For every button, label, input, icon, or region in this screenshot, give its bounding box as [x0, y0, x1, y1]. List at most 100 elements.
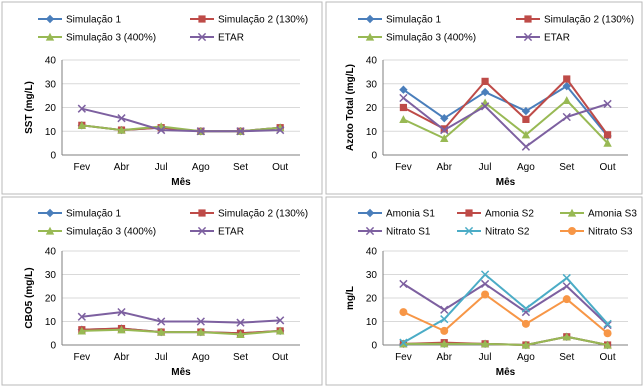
series-line [81, 107, 281, 133]
x-tick-label: Ago [517, 162, 535, 173]
data-point [276, 316, 285, 325]
chart-panel-3: Simulação 1 Simulação 2 (130%) Simulação 3… [1, 196, 323, 386]
x-marker-stroke [480, 102, 490, 111]
data-point [117, 307, 126, 317]
legend-label: ETAR [218, 33, 244, 44]
chart-panel-2: Simulação 1 Simulação 2 (130%) Simulação 3… [325, 1, 643, 195]
legend-item: Amonia S3 [560, 209, 637, 220]
y-tick-label: 10 [45, 317, 57, 328]
data-point [562, 282, 571, 291]
x-marker-stroke [521, 307, 531, 317]
data-point [77, 121, 87, 129]
data-point [440, 113, 449, 123]
legend-label: Simulação 1 [66, 15, 121, 26]
data-point [275, 326, 285, 335]
series-line [402, 282, 609, 326]
x-marker-stroke [197, 226, 207, 236]
data-point [562, 332, 571, 341]
legend-marker [198, 209, 206, 217]
series-line [402, 273, 609, 344]
legend-marker [567, 208, 577, 217]
y-tick-label: 0 [50, 341, 56, 352]
data-point [157, 125, 166, 135]
y-axis-title: SST (mg/L) [24, 81, 35, 134]
y-axis-title: mg/L [345, 286, 356, 310]
x-marker-stroke [77, 312, 86, 321]
x-marker-stroke [399, 338, 408, 347]
x-tick-label: Jul [155, 352, 168, 363]
data-point [399, 279, 408, 289]
y-tick-label: 40 [366, 56, 378, 67]
data-point [522, 115, 530, 123]
y-tick-label: 10 [366, 127, 378, 138]
data-point [481, 290, 490, 299]
legend-label: Simulação 2 (130%) [218, 15, 308, 26]
series-line [402, 97, 608, 148]
x-tick-label: Jul [479, 162, 492, 173]
data-point [77, 312, 86, 321]
legend-item: Nitrato S2 [457, 227, 530, 238]
y-tick-label: 20 [45, 103, 57, 114]
y-axis-title: Azoto Total (mg/L) [345, 64, 356, 151]
x-tick-label: Fev [395, 162, 412, 173]
legend-item: Simulação 2 (130%) [190, 209, 308, 220]
x-marker-stroke [523, 32, 533, 42]
x-tick-label: Fev [73, 352, 90, 363]
x-tick-label: Out [600, 162, 616, 173]
x-marker-stroke [521, 142, 531, 151]
x-marker-stroke [236, 318, 245, 327]
y-tick-label: 40 [366, 247, 378, 258]
x-marker-stroke [399, 93, 408, 103]
data-point [480, 102, 490, 111]
data-point [276, 125, 285, 135]
legend-label: Simulação 3 (400%) [66, 33, 156, 44]
x-marker-stroke [196, 317, 205, 326]
y-tick-label: 0 [371, 341, 377, 352]
data-point [603, 319, 612, 328]
data-point [521, 106, 531, 116]
series-line [81, 311, 281, 324]
series-etar [399, 93, 612, 151]
data-point [480, 339, 490, 348]
legend-item: Simulação 3 (400%) [38, 227, 156, 238]
data-point [521, 307, 531, 317]
y-axis-title: CBO5 (mg/L) [24, 267, 35, 328]
x-tick-label: Out [272, 162, 288, 173]
data-point [440, 315, 449, 324]
x-tick-label: Set [559, 162, 574, 173]
legend-label: Amonia S2 [485, 209, 534, 220]
data-point [440, 305, 449, 314]
x-tick-label: Out [600, 352, 616, 363]
data-point [236, 330, 245, 339]
data-point [399, 93, 408, 103]
x-marker-stroke [77, 104, 86, 113]
x-marker-stroke [236, 127, 245, 136]
legend-marker [45, 226, 55, 235]
data-point [77, 104, 86, 113]
data-point [440, 134, 449, 142]
series-nitrato-s2 [399, 270, 612, 347]
legend: Amonia S1 Amonia S2 Amonia S3 Nitrato S1 Nit… [358, 209, 637, 238]
legend-item: Simulação 2 (130%) [190, 15, 308, 26]
y-tick-label: 30 [45, 270, 57, 281]
x-marker-stroke [440, 125, 449, 135]
x-marker-stroke [117, 114, 126, 123]
x-axis-title: Mês [496, 367, 516, 378]
x-tick-label: Ago [192, 352, 210, 363]
data-point [603, 329, 612, 338]
data-point [603, 138, 612, 147]
x-marker-stroke [157, 125, 166, 135]
legend-marker [45, 208, 55, 218]
x-tick-label: Fev [73, 162, 90, 173]
data-point [117, 325, 126, 334]
data-point [399, 115, 408, 123]
data-point [563, 75, 571, 83]
x-tick-label: Set [559, 352, 574, 363]
legend-marker [45, 14, 55, 24]
series-line [402, 293, 609, 335]
x-tick-label: Jul [479, 352, 492, 363]
legend-label: Amonia S3 [588, 209, 637, 220]
legend-item: Nitrato S3 [560, 227, 633, 238]
legend-item: ETAR [190, 33, 244, 44]
